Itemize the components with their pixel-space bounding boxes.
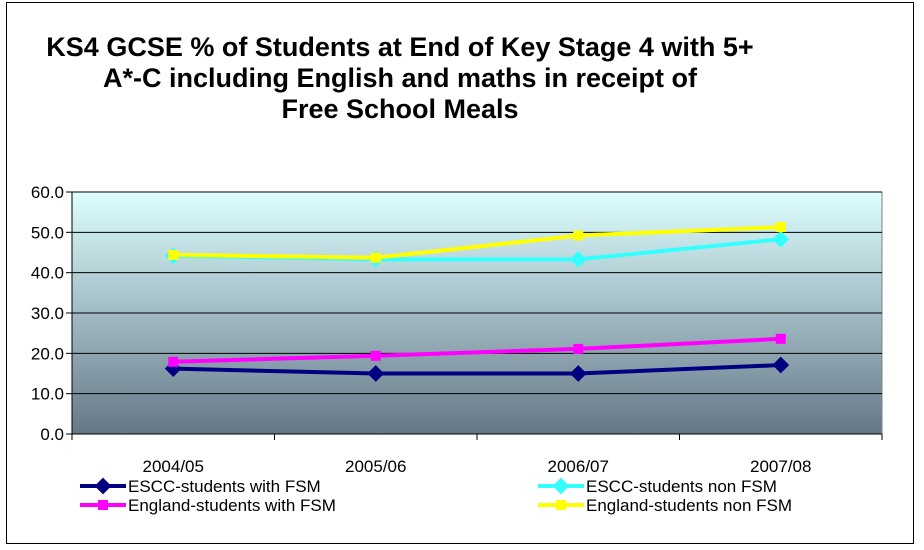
y-tick-label: 60.0	[31, 183, 64, 202]
legend-marker	[94, 477, 112, 495]
data-point	[367, 365, 385, 382]
legend-marker	[552, 477, 570, 495]
chart-title-line-1: KS4 GCSE % of Students at End of Key Sta…	[46, 32, 754, 62]
legend-label: England-students with FSM	[128, 496, 336, 515]
series-group	[164, 222, 790, 382]
data-point	[775, 222, 786, 233]
chart-title-line-2: A*-C including English and maths in rece…	[102, 63, 698, 93]
series-4	[168, 222, 786, 263]
x-tick-label: 2005/06	[345, 457, 406, 476]
data-point	[775, 333, 786, 344]
legend-marker	[98, 500, 108, 510]
data-point	[573, 230, 584, 241]
x-tick-label: 2007/08	[750, 457, 811, 476]
legend-item: England-students with FSM	[80, 496, 336, 515]
series-line	[173, 363, 781, 376]
series-line	[173, 225, 781, 260]
data-point	[168, 249, 179, 260]
data-point	[168, 356, 179, 367]
y-tick-label: 30.0	[31, 304, 64, 323]
data-point	[370, 350, 381, 361]
data-point	[772, 230, 790, 248]
y-tick-label: 40.0	[31, 264, 64, 283]
axes: 0.0 10.0 20.0 30.0 40.0 50.0 60.0 2004/05 2005/0…	[31, 183, 883, 476]
series-line	[173, 336, 781, 364]
legend-marker	[556, 500, 566, 510]
series-3	[168, 333, 786, 367]
legend-item: England-students non FSM	[538, 496, 792, 515]
legend-label: ESCC-students non FSM	[586, 477, 777, 496]
gridlines	[72, 191, 882, 395]
legend-label: England-students non FSM	[586, 496, 792, 515]
data-point	[370, 252, 381, 263]
data-point	[569, 250, 587, 268]
x-tick-label: 2004/05	[143, 457, 204, 476]
chart-title: KS4 GCSE % of Students at End of Key Sta…	[10, 32, 790, 125]
legend-label: ESCC-students with FSM	[128, 477, 321, 496]
y-tick-label: 50.0	[31, 223, 64, 242]
y-tick-label: 20.0	[31, 344, 64, 363]
legend-item: ESCC-students non FSM	[538, 477, 777, 496]
legend: ESCC-students with FSM ESCC-students non …	[80, 477, 792, 515]
data-point	[569, 365, 587, 382]
y-tick-label: 10.0	[31, 385, 64, 404]
chart-title-line-3: Free School Meals	[281, 94, 519, 124]
data-point	[573, 343, 584, 354]
x-tick-label: 2006/07	[548, 457, 609, 476]
legend-item: ESCC-students with FSM	[80, 477, 321, 496]
y-tick-label: 0.0	[40, 425, 64, 444]
data-point	[772, 356, 790, 374]
